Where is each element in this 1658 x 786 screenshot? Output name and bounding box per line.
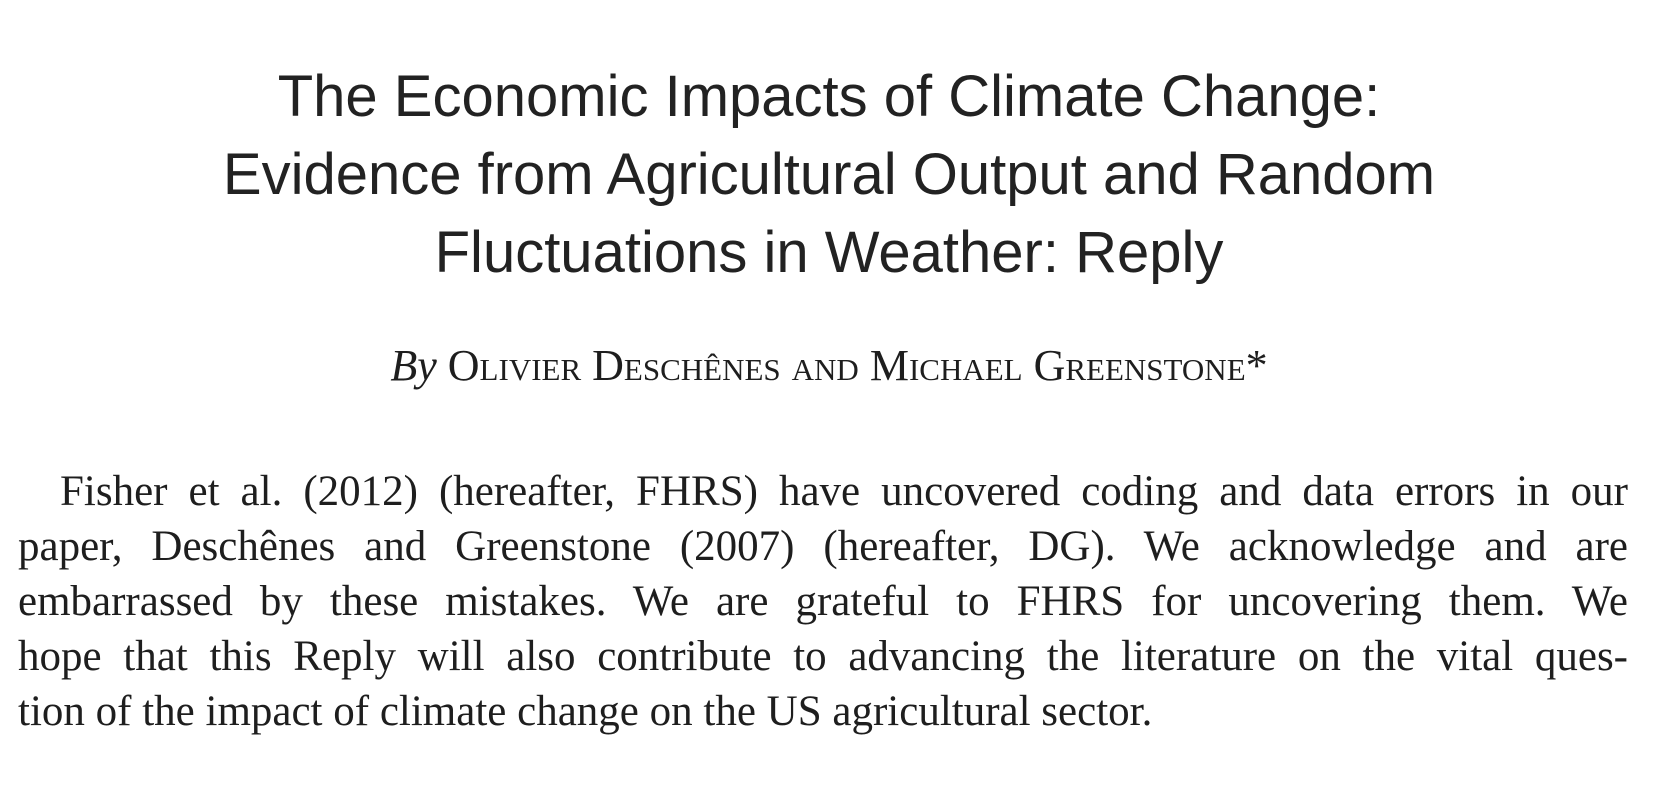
- title-line-1: The Economic Impacts of Climate Change:: [277, 64, 1381, 129]
- abstract-line-1: Fisher et al. (2012) (hereafter, FHRS) h…: [60, 468, 1628, 515]
- title-line-3: Fluctuations in Weather: Reply: [434, 220, 1224, 285]
- author-byline: By Olivier Deschênes and Michael Greenst…: [0, 338, 1658, 394]
- paper-title: The Economic Impacts of Climate Change: …: [0, 58, 1658, 292]
- abstract-line-3: embarrassed by these mistakes. We are gr…: [18, 578, 1628, 625]
- title-line-2: Evidence from Agricultural Output and Ra…: [222, 142, 1436, 207]
- byline-by: By: [390, 341, 437, 390]
- abstract-line-2: paper, Deschênes and Greenstone (2007) (…: [18, 523, 1628, 570]
- byline-authors: Olivier Deschênes and Michael Greenstone…: [447, 341, 1268, 390]
- abstract-paragraph: Fisher et al. (2012) (hereafter, FHRS) h…: [18, 464, 1628, 739]
- abstract-line-4: hope that this Reply will also contribut…: [18, 633, 1628, 680]
- abstract-line-5: tion of the impact of climate change on …: [18, 688, 1153, 735]
